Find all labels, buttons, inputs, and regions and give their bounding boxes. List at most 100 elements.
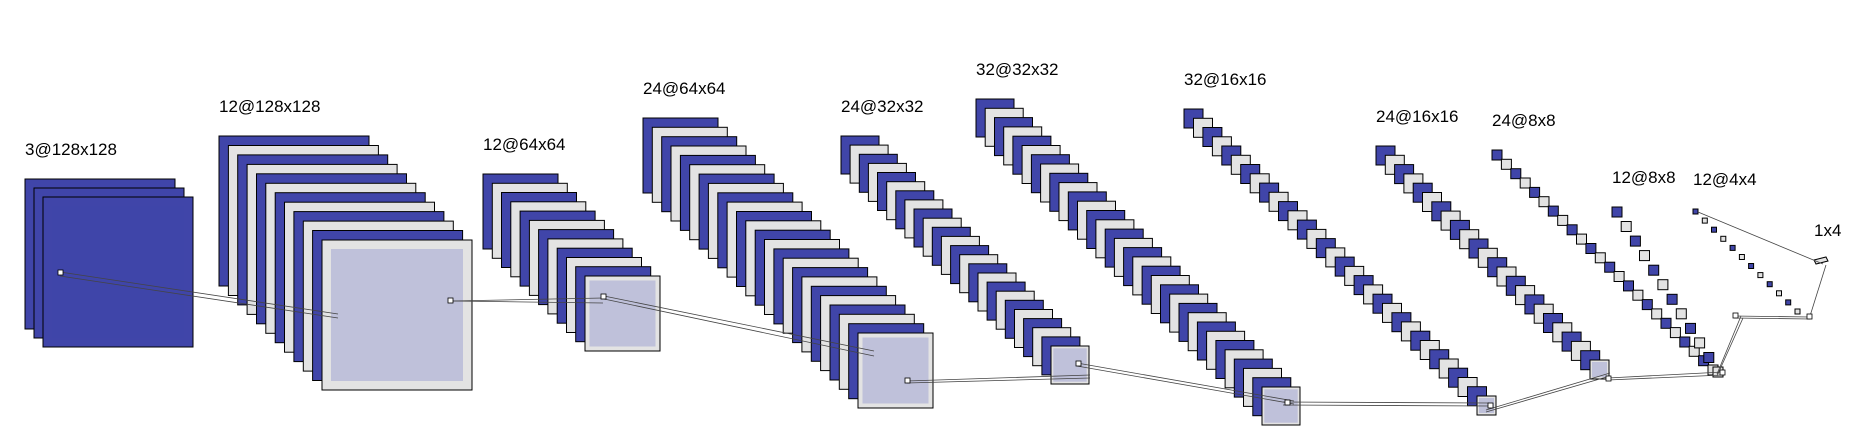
feature-map [1685, 322, 1696, 334]
layer-label-l3: 24@64x64 [643, 79, 726, 98]
feature-map [1641, 299, 1653, 311]
feature-map [1669, 327, 1681, 339]
layer-label-l9: 12@8x8 [1612, 168, 1676, 187]
feature-map [1785, 299, 1792, 306]
connector-line [1282, 401, 1490, 404]
layer-stack-l11 [1813, 256, 1829, 265]
layer-stack-l10 [1692, 208, 1801, 315]
feature-map [1519, 177, 1531, 189]
feature-map [1720, 235, 1727, 242]
connector-line [1716, 317, 1744, 377]
layer-label-l5: 32@32x32 [976, 60, 1059, 79]
connector-line [451, 297, 604, 302]
connector-line [59, 271, 339, 315]
feature-map-face [862, 337, 929, 404]
layer-stack-l2 [482, 173, 661, 352]
kernel-marker [1719, 369, 1726, 376]
kernel-marker [1075, 360, 1082, 367]
feature-map-face [1264, 389, 1298, 423]
feature-map [1611, 206, 1623, 218]
feature-map [1529, 186, 1541, 198]
layer-stack-l7 [1375, 145, 1610, 380]
feature-map [1566, 224, 1578, 236]
connector-line [603, 295, 875, 352]
layer-label-l10: 12@4x4 [1693, 170, 1757, 189]
feature-map [1639, 250, 1650, 262]
connector-line [1485, 372, 1611, 411]
layer-stack-l1 [218, 135, 473, 391]
feature-map [1576, 233, 1587, 245]
feature-map [1613, 271, 1625, 282]
connector-line [1282, 404, 1490, 407]
output-vector [1813, 256, 1829, 265]
layer-label-l1: 12@128x128 [219, 97, 321, 116]
feature-map-face [331, 249, 463, 381]
feature-map [1629, 235, 1641, 247]
feature-map [1666, 293, 1678, 305]
feature-map-face [52, 206, 184, 338]
feature-map [1660, 317, 1672, 329]
layer-stack-l3 [642, 117, 934, 409]
layer-label-l8: 24@8x8 [1492, 111, 1556, 130]
feature-map [1757, 272, 1764, 279]
layer-label-l6: 32@16x16 [1184, 70, 1267, 89]
connector-line [1716, 315, 1742, 375]
connector-line [1076, 365, 1295, 405]
connector-line [451, 300, 604, 304]
layer-label-l11: 1x4 [1814, 221, 1842, 240]
feature-map [1585, 243, 1597, 254]
feature-map-face [1053, 348, 1087, 382]
connector-line [1733, 315, 1811, 318]
feature-map-face [1479, 398, 1494, 413]
feature-map-face [589, 280, 656, 347]
layer-stack-l4 [840, 135, 1090, 385]
layer-label-l4: 24@32x32 [841, 97, 924, 116]
feature-map [1510, 168, 1522, 180]
feature-map [1651, 308, 1663, 320]
layer-stack-l6 [1183, 108, 1497, 416]
feature-map [1738, 254, 1745, 260]
kernel-marker [1732, 312, 1739, 319]
kernel-marker [447, 297, 454, 304]
connector-line [1076, 362, 1295, 402]
kernel-marker [1806, 313, 1813, 320]
feature-map [1620, 221, 1632, 232]
connector-line [906, 374, 1091, 382]
layer-stack-l9 [1611, 206, 1724, 378]
connector-line [603, 298, 875, 357]
connector-line [1733, 317, 1811, 320]
feature-map [1491, 149, 1503, 161]
layer-label-l0: 3@128x128 [25, 140, 117, 159]
layer-label-l2: 12@64x64 [483, 135, 566, 154]
feature-map [1729, 244, 1736, 251]
feature-map [1692, 208, 1699, 215]
feature-map [1623, 280, 1634, 292]
connector-line [906, 377, 1091, 384]
feature-map [1794, 308, 1801, 315]
connector-line [1809, 264, 1827, 317]
feature-map [1657, 279, 1669, 291]
feature-map [1675, 308, 1687, 320]
connector-line [1485, 375, 1611, 413]
feature-map [1776, 290, 1782, 297]
connector-line [1607, 371, 1724, 379]
connector-line [1607, 374, 1724, 381]
feature-map [1679, 336, 1691, 348]
feature-map [1500, 158, 1512, 170]
feature-map [1748, 263, 1755, 269]
feature-map [1648, 264, 1660, 276]
kernel-marker [904, 377, 911, 384]
layer-label-l7: 24@16x16 [1376, 107, 1459, 126]
feature-map [1711, 226, 1717, 233]
connector-line [59, 275, 339, 319]
kernel-marker [1605, 375, 1612, 382]
feature-map [1694, 337, 1706, 349]
feature-map [1701, 217, 1708, 224]
layer-stack-l0 [24, 178, 194, 348]
feature-map-face [1592, 362, 1607, 377]
feature-map [1547, 205, 1559, 217]
feature-map [1703, 352, 1715, 363]
feature-map [1604, 261, 1616, 273]
feature-map [1538, 196, 1550, 208]
